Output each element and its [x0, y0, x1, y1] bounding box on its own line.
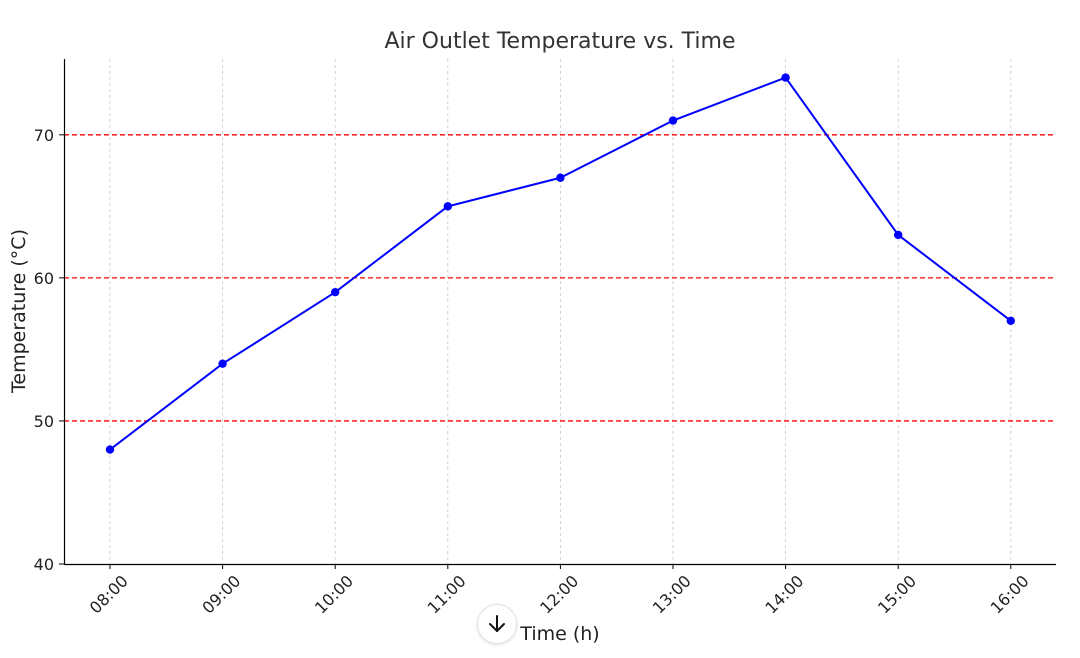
data-point	[331, 287, 340, 297]
x-tick-label: 13:00	[649, 571, 695, 617]
data-point	[443, 202, 452, 211]
y-tick-label: 70	[34, 126, 54, 145]
x-axis-label: Time (h)	[519, 623, 599, 645]
grid-layer	[109, 59, 1012, 564]
y-tick-label: 60	[34, 269, 54, 288]
data-point	[1006, 316, 1015, 325]
data-point	[781, 73, 790, 82]
chart-title: Air Outlet Temperature vs. Time	[384, 29, 735, 54]
y-tick-labels: 40 50 60 70	[34, 126, 64, 574]
data-point	[556, 173, 565, 182]
data-point	[218, 359, 227, 368]
reference-lines	[64, 134, 1056, 422]
arrow-down-icon	[489, 615, 505, 632]
x-tick-label: 12:00	[536, 571, 582, 617]
data-point	[668, 116, 678, 125]
y-tick-label: 50	[34, 412, 54, 431]
x-tick-label: 08:00	[86, 571, 132, 617]
data-point	[105, 445, 115, 454]
data-point	[894, 230, 903, 240]
x-tick-label: 10:00	[311, 571, 357, 617]
series-layer	[105, 73, 1015, 454]
x-tick-label: 15:00	[874, 571, 920, 617]
scroll-down-button[interactable]	[477, 604, 517, 644]
x-tick-label: 09:00	[198, 571, 244, 617]
x-tick-label: 11:00	[424, 571, 470, 617]
y-tick-label: 40	[34, 555, 54, 574]
x-tick-label: 16:00	[987, 571, 1033, 617]
x-tick-label: 14:00	[761, 571, 807, 617]
y-axis-label: Temperature (°C)	[8, 229, 30, 394]
x-tick-labels: 08:00 09:00 10:00 11:00 12:00 13:00 14:00 15:00…	[86, 564, 1033, 617]
